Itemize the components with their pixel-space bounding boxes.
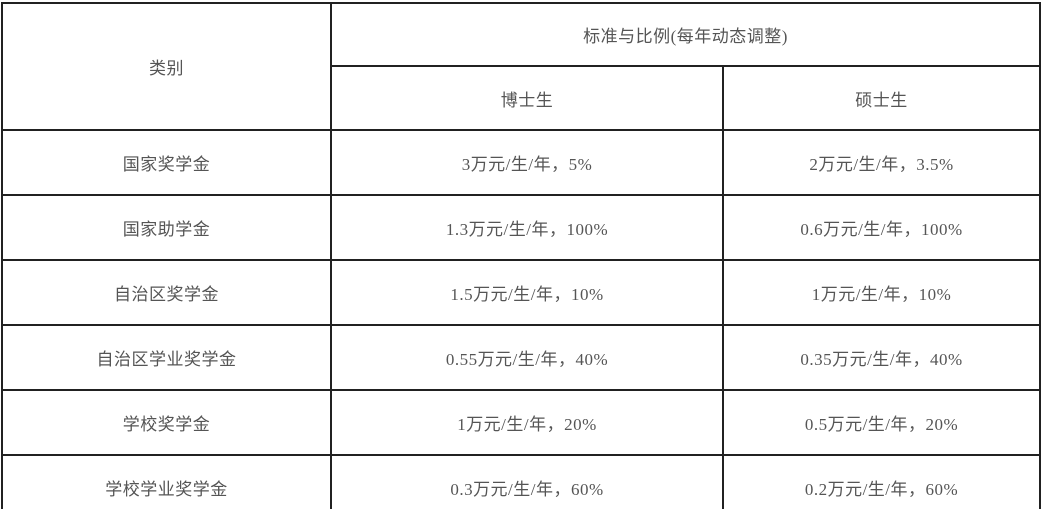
row-doctoral-value: 0.55万元/生/年，40% [330, 324, 724, 391]
row-master-value: 0.5万元/生/年，20% [721, 389, 1041, 456]
table-row: 学校奖学金 1万元/生/年，20% 0.5万元/生/年，20% [1, 389, 1041, 456]
header-master: 硕士生 [721, 65, 1041, 131]
header-row-group: 类别 标准与比例(每年动态调整) [1, 2, 1041, 131]
table-row: 学校学业奖学金 0.3万元/生/年，60% 0.2万元/生/年，60% [1, 454, 1041, 509]
table-row: 国家助学金 1.3万元/生/年，100% 0.6万元/生/年，100% [1, 194, 1041, 261]
header-row-degrees: 博士生 硕士生 [2, 65, 1041, 131]
table-row: 自治区学业奖学金 0.55万元/生/年，40% 0.35万元/生/年，40% [1, 324, 1041, 391]
row-category: 学校学业奖学金 [1, 454, 332, 509]
header-standards-group: 标准与比例(每年动态调整) [329, 2, 1041, 67]
row-doctoral-value: 0.3万元/生/年，60% [330, 454, 724, 509]
row-master-value: 0.35万元/生/年，40% [721, 324, 1041, 391]
row-doctoral-value: 1.3万元/生/年，100% [330, 194, 724, 261]
row-master-value: 2万元/生/年，3.5% [721, 129, 1041, 196]
table-row: 国家奖学金 3万元/生/年，5% 2万元/生/年，3.5% [1, 129, 1041, 196]
row-category: 自治区学业奖学金 [1, 324, 332, 391]
row-category: 国家奖学金 [1, 129, 332, 196]
table-row: 自治区奖学金 1.5万元/生/年，10% 1万元/生/年，10% [1, 259, 1041, 326]
row-category: 国家助学金 [1, 194, 332, 261]
row-doctoral-value: 1.5万元/生/年，10% [330, 259, 724, 326]
row-category: 学校奖学金 [1, 389, 332, 456]
row-category: 自治区奖学金 [1, 259, 332, 326]
header-doctoral: 博士生 [330, 65, 724, 131]
row-master-value: 1万元/生/年，10% [721, 259, 1041, 326]
row-master-value: 0.6万元/生/年，100% [721, 194, 1041, 261]
header-category: 类别 [1, 2, 332, 131]
row-doctoral-value: 1万元/生/年，20% [330, 389, 724, 456]
row-doctoral-value: 3万元/生/年，5% [330, 129, 724, 196]
row-master-value: 0.2万元/生/年，60% [721, 454, 1041, 509]
